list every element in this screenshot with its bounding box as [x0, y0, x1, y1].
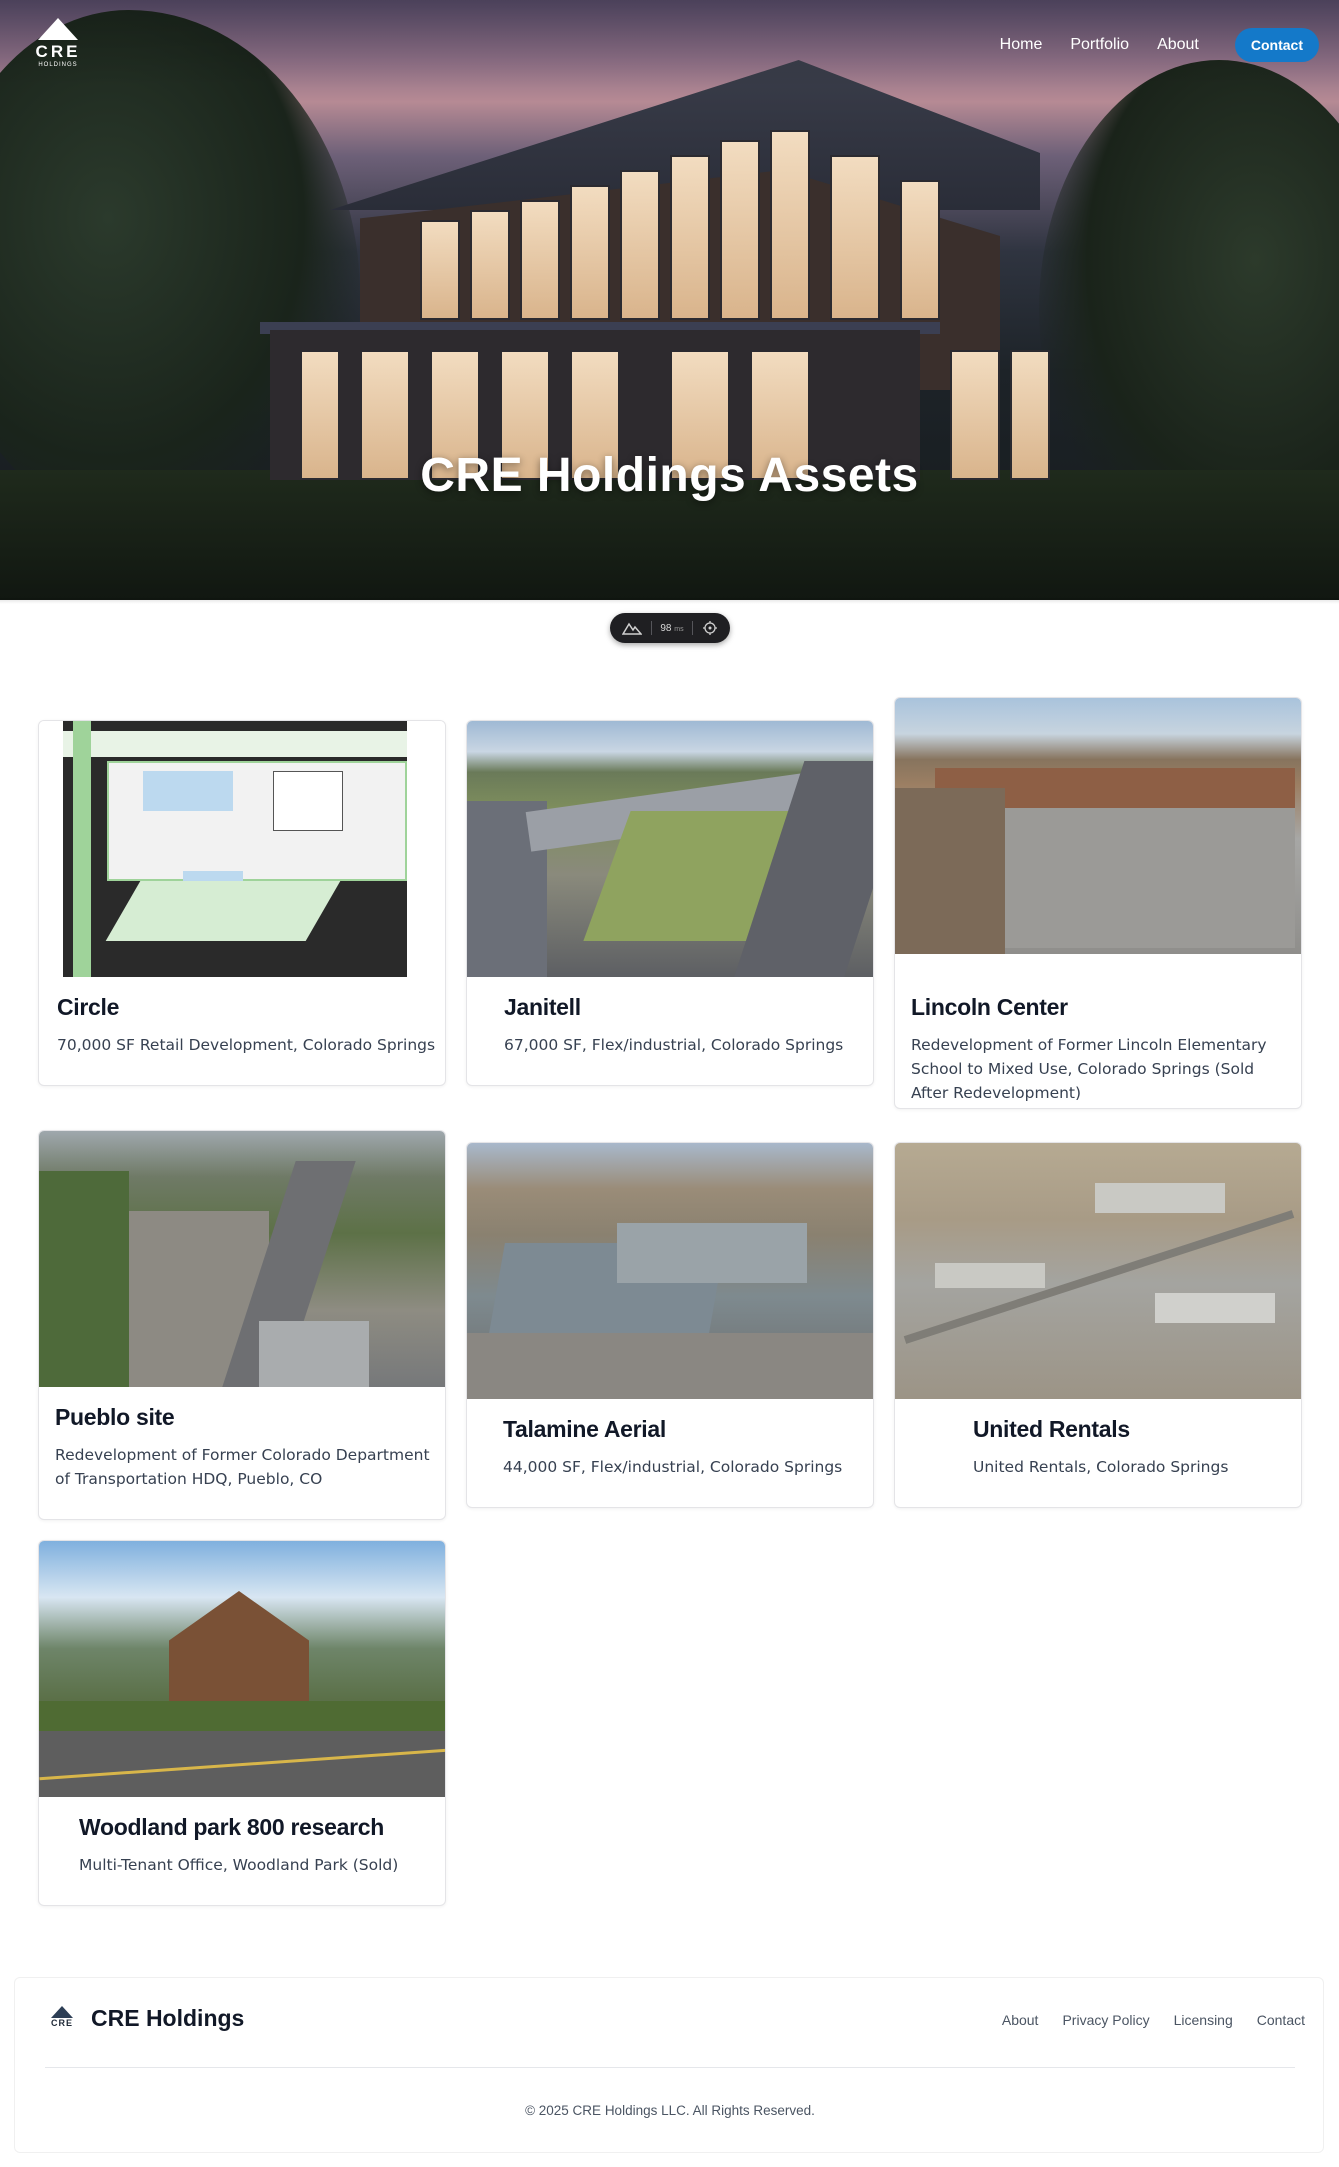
- pill-divider: [692, 621, 694, 635]
- property-title: Pueblo site: [55, 1404, 175, 1430]
- contact-button[interactable]: Contact: [1234, 28, 1319, 62]
- hero-shadow: [0, 598, 1339, 604]
- property-card[interactable]: Circle 70,000 SF Retail Development, Col…: [38, 720, 446, 1086]
- property-description: Redevelopment of Former Colorado Departm…: [55, 1446, 430, 1488]
- footer-logo-text: CRE: [50, 2018, 73, 2028]
- footer-brand[interactable]: CRE Holdings: [91, 2005, 245, 2031]
- pill-divider: [650, 621, 652, 635]
- nav-home[interactable]: Home: [999, 36, 1043, 53]
- property-description: 44,000 SF, Flex/industrial, Colorado Spr…: [503, 1458, 843, 1476]
- footer-divider: [45, 2067, 1295, 2068]
- property-card[interactable]: Pueblo site Redevelopment of Former Colo…: [38, 1130, 446, 1520]
- nav-about[interactable]: About: [1157, 36, 1199, 53]
- site-header: CRE HOLDINGS Home Portfolio About Contac…: [0, 0, 1339, 88]
- property-image: [895, 1143, 1301, 1399]
- site-logo[interactable]: CRE HOLDINGS: [28, 16, 88, 72]
- footer-logo[interactable]: CRE: [45, 2004, 79, 2038]
- footer-link-about[interactable]: About: [1001, 2012, 1039, 2028]
- perf-value: 98 ms: [660, 622, 684, 634]
- property-description: Multi-Tenant Office, Woodland Park (Sold…: [79, 1856, 399, 1874]
- nav-portfolio[interactable]: Portfolio: [1070, 36, 1130, 53]
- property-image: [39, 1131, 445, 1387]
- property-title: Circle: [57, 994, 120, 1020]
- site-footer: CRE CRE Holdings About Privacy Policy Li…: [14, 1977, 1324, 2153]
- footer-link-contact[interactable]: Contact: [1256, 2012, 1305, 2028]
- property-image: [39, 1541, 445, 1797]
- property-card[interactable]: Lincoln Center Redevelopment of Former L…: [894, 697, 1302, 1109]
- copyright-text: © 2025 CRE Holdings LLC. All Rights Rese…: [525, 2103, 815, 2118]
- main-nav: Home Portfolio About Contact: [972, 28, 1319, 62]
- footer-link-privacy[interactable]: Privacy Policy: [1062, 2012, 1150, 2028]
- property-title: Janitell: [504, 994, 581, 1020]
- property-description: Redevelopment of Former Lincoln Elementa…: [911, 1036, 1267, 1102]
- logo-subtext: HOLDINGS: [38, 62, 78, 68]
- hero-banner: CRE Holdings Assets: [0, 0, 1339, 600]
- property-card[interactable]: Talamine Aerial 44,000 SF, Flex/industri…: [466, 1142, 874, 1508]
- property-description: 70,000 SF Retail Development, Colorado S…: [57, 1036, 436, 1054]
- property-title: Woodland park 800 research: [79, 1814, 384, 1840]
- property-card[interactable]: Woodland park 800 research Multi-Tenant …: [38, 1540, 446, 1906]
- mountain-icon: [51, 2006, 73, 2018]
- mountain-icon: [622, 622, 642, 635]
- hero-lawn: [0, 470, 1339, 600]
- property-description: United Rentals, Colorado Springs: [973, 1458, 1229, 1476]
- site-plan-image: [63, 721, 407, 977]
- property-image: [895, 698, 1301, 954]
- property-title: Talamine Aerial: [503, 1416, 666, 1442]
- property-image: [467, 1143, 873, 1399]
- property-card[interactable]: Janitell 67,000 SF, Flex/industrial, Col…: [466, 720, 874, 1086]
- property-title: Lincoln Center: [911, 994, 1068, 1020]
- footer-link-licensing[interactable]: Licensing: [1173, 2012, 1233, 2028]
- property-image: [467, 721, 873, 977]
- property-image: [39, 721, 445, 977]
- property-card[interactable]: United Rentals United Rentals, Colorado …: [894, 1142, 1302, 1508]
- mountain-icon: [38, 18, 78, 40]
- logo-text: CRE: [35, 42, 81, 61]
- property-title: United Rentals: [973, 1416, 1130, 1442]
- hero-building-image: [260, 60, 1100, 480]
- perf-indicator[interactable]: 98 ms: [610, 613, 730, 643]
- property-description: 67,000 SF, Flex/industrial, Colorado Spr…: [504, 1036, 844, 1054]
- footer-nav: About Privacy Policy Licensing Contact: [978, 2012, 1305, 2028]
- target-icon: [703, 621, 717, 635]
- hero-title: CRE Holdings Assets: [420, 449, 919, 502]
